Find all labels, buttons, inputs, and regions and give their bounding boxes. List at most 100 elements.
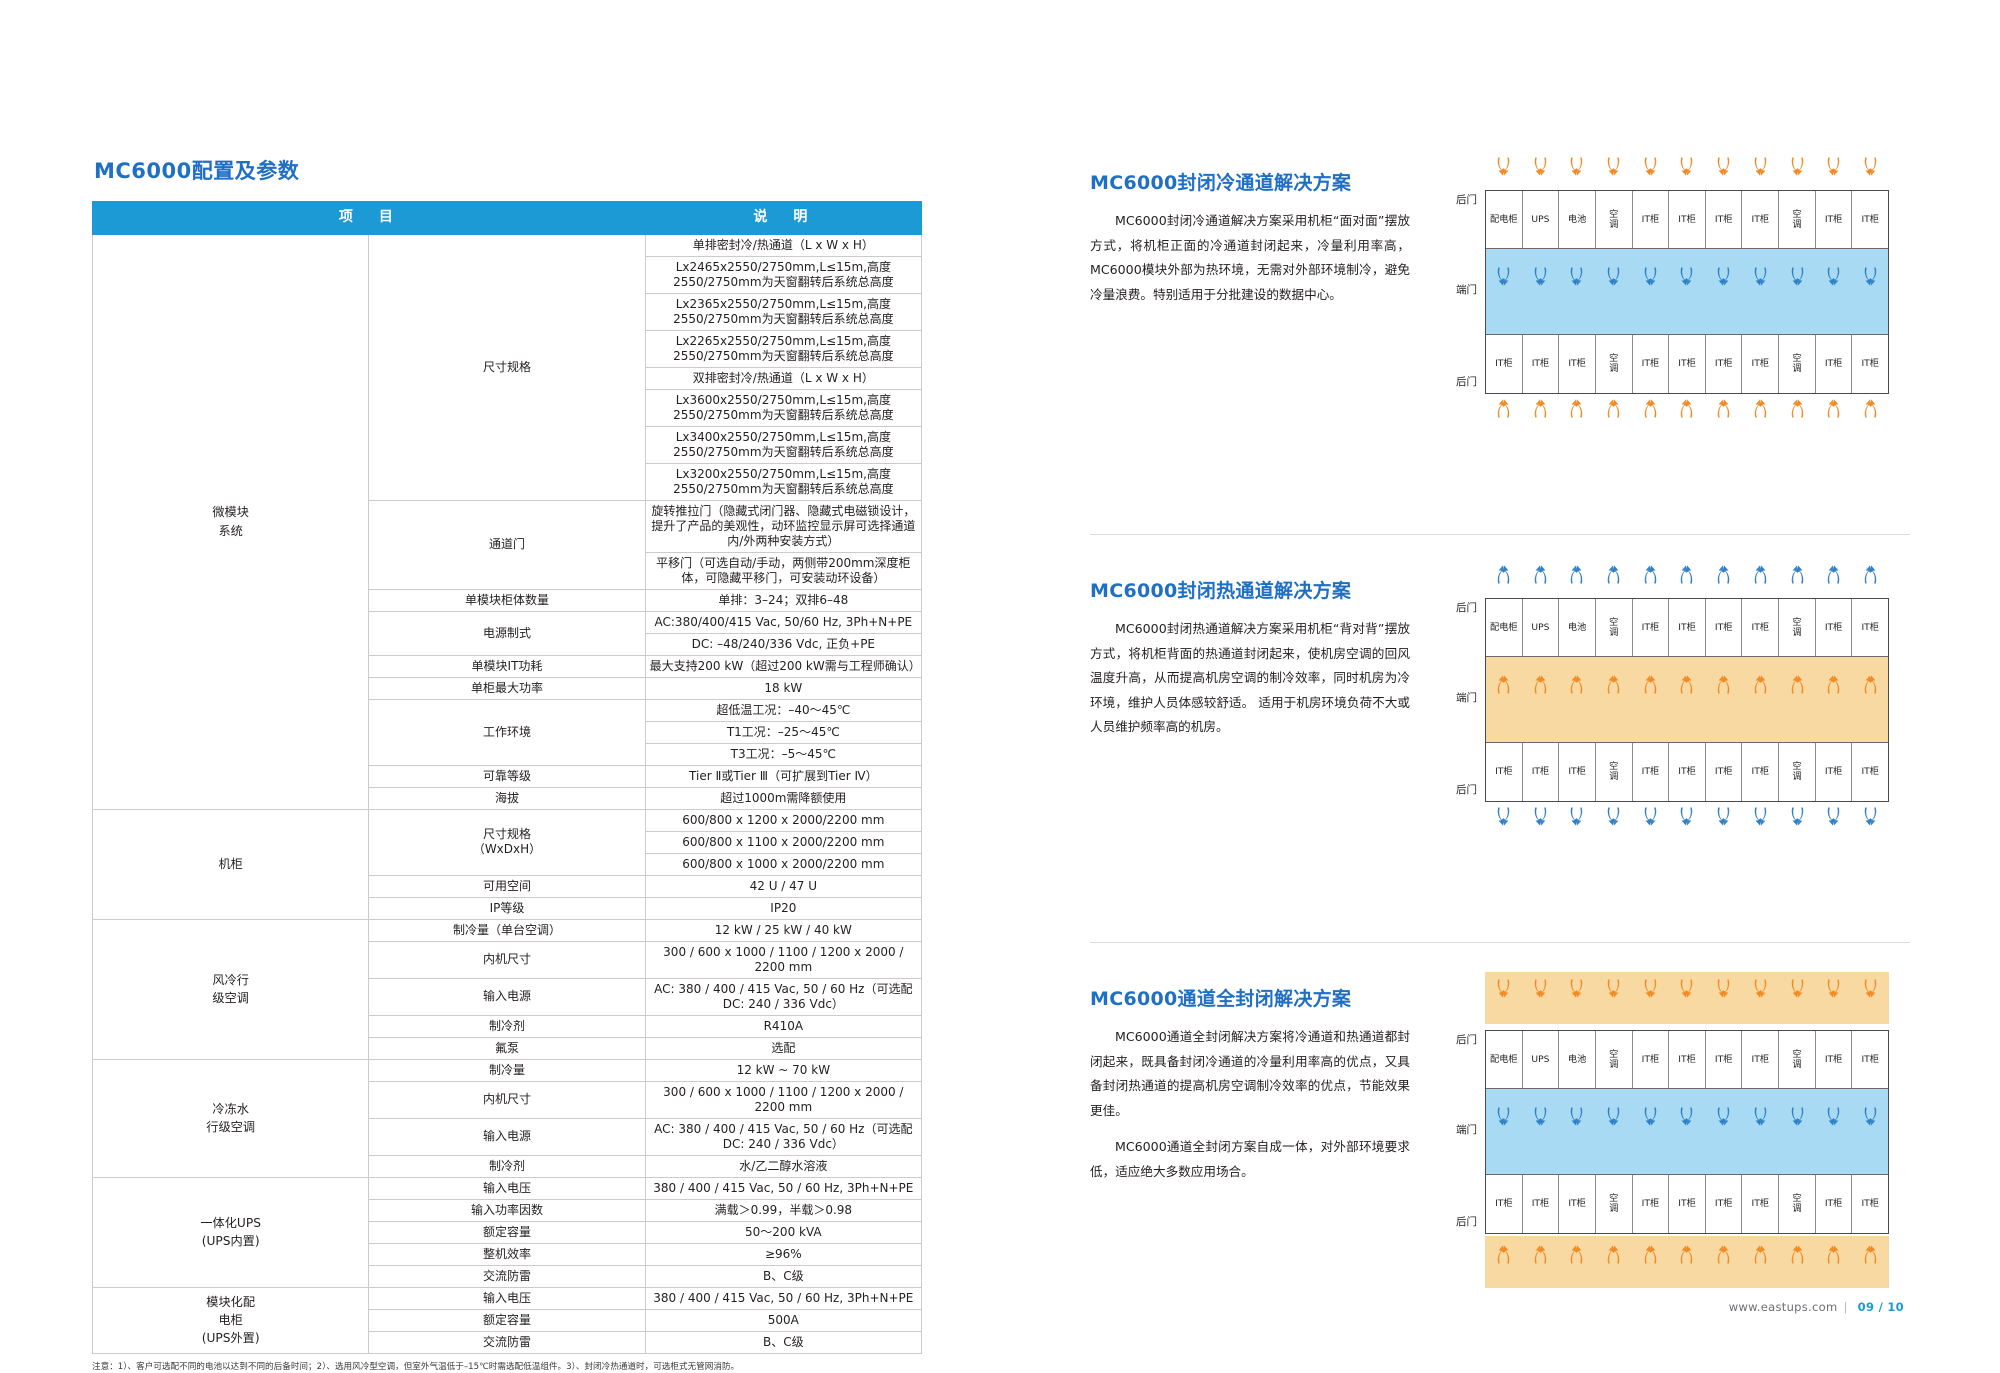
spec-item-label: 单柜最大功率: [369, 677, 645, 699]
airflow-arrow-icon: [1568, 564, 1585, 585]
spec-group-label: 微模块系统: [93, 234, 369, 809]
spec-item-label: 输入功率因数: [369, 1199, 645, 1221]
solution-description: MC6000封闭热通道解决方案采用机柜“背对背”摆放方式，将机柜背面的热通道封闭…: [1090, 617, 1410, 740]
spec-item-label: 额定容量: [369, 1221, 645, 1243]
spec-value: 18 kW: [645, 677, 921, 699]
airflow-arrow-icon: [1678, 156, 1695, 177]
airflow-arrow-icon: [1605, 564, 1622, 585]
rack-cell: IT柜: [1486, 743, 1523, 801]
spec-group-label: 一体化UPS(UPS内置): [93, 1177, 369, 1287]
rack-cell: 空调: [1779, 599, 1816, 656]
spec-value: DC: –48/240/336 Vdc, 正负+PE: [645, 633, 921, 655]
airflow-arrow-icon: [1715, 978, 1732, 999]
airflow-arrow-icon: [1715, 156, 1732, 177]
spec-item-label: 交流防雷: [369, 1331, 645, 1353]
airflow-arrow-icon: [1752, 564, 1769, 585]
spec-value: 满载＞0.99，半载＞0.98: [645, 1199, 921, 1221]
spec-value: AC: 380 / 400 / 415 Vac, 50 / 60 Hz（可选配D…: [645, 978, 921, 1015]
spec-item-label: 尺寸规格: [369, 234, 645, 500]
rack-cell: IT柜: [1742, 1031, 1779, 1088]
spec-item-label: 输入电源: [369, 978, 645, 1015]
airflow-arrow-icon: [1678, 978, 1695, 999]
rack-cell: IT柜: [1633, 335, 1670, 393]
rack-cell: IT柜: [1852, 191, 1888, 248]
airflow-arrow-icon: [1568, 398, 1585, 419]
airflow-arrow-icon: [1715, 564, 1732, 585]
airflow-arrow-icon: [1862, 1106, 1879, 1127]
airflow-arrow-icon: [1495, 266, 1512, 287]
page-title: MC6000配置及参数: [94, 155, 922, 185]
diagram-label-bottom: 后门: [1435, 782, 1477, 797]
airflow-arrow-icon: [1642, 564, 1659, 585]
spec-item-label: 制冷剂: [369, 1015, 645, 1037]
airflow-arrow-icon: [1532, 156, 1549, 177]
rack-cell: 电池: [1559, 191, 1596, 248]
spec-value: R410A: [645, 1015, 921, 1037]
section-divider: [1090, 942, 1910, 943]
airflow-arrow-icon: [1789, 1106, 1806, 1127]
solution-paragraph: MC6000通道全封闭解决方案将冷通道和热通道都封闭起来，既具备封闭冷通道的冷量…: [1090, 1025, 1410, 1123]
rack-cell: IT柜: [1706, 1031, 1743, 1088]
solution-paragraph: MC6000封闭热通道解决方案采用机柜“背对背”摆放方式，将机柜背面的热通道封闭…: [1090, 617, 1410, 740]
rack-cell: IT柜: [1816, 1031, 1853, 1088]
airflow-arrow-icon: [1495, 978, 1512, 999]
airflow-arrow-icon: [1862, 156, 1879, 177]
airflow-arrow-icon: [1752, 978, 1769, 999]
spec-value: 选配: [645, 1037, 921, 1059]
spec-item-label: 单模块柜体数量: [369, 589, 645, 611]
airflow-arrow-icon: [1642, 1244, 1659, 1265]
airflow-arrow-icon: [1568, 674, 1585, 695]
spec-value: AC: 380 / 400 / 415 Vac, 50 / 60 Hz（可选配D…: [645, 1118, 921, 1155]
diagram-label-bottom: 后门: [1435, 1214, 1477, 1229]
airflow-arrow-icon: [1642, 156, 1659, 177]
rack-cell: IT柜: [1742, 1175, 1779, 1233]
airflow-arrow-icon: [1642, 1106, 1659, 1127]
rack-cell: 空调: [1779, 743, 1816, 801]
rack-cell: IT柜: [1816, 335, 1853, 393]
spec-group-label: 模块化配电柜(UPS外置): [93, 1287, 369, 1353]
spec-value: 50～200 kVA: [645, 1221, 921, 1243]
rack-cell: 空调: [1779, 1175, 1816, 1233]
spec-value: 380 / 400 / 415 Vac, 50 / 60 Hz, 3Ph+N+P…: [645, 1177, 921, 1199]
airflow-arrow-icon: [1678, 1244, 1695, 1265]
airflow-arrow-icon: [1495, 564, 1512, 585]
airflow-arrow-icon: [1789, 398, 1806, 419]
spec-value: Lx2465x2550/2750mm,L≤15m,高度2550/2750mm为天…: [645, 256, 921, 293]
rack-cell: IT柜: [1486, 335, 1523, 393]
airflow-arrow-icon: [1825, 156, 1842, 177]
rack-cell: IT柜: [1852, 599, 1888, 656]
spec-item-label: 输入电压: [369, 1287, 645, 1309]
spec-value: 平移门（可选自动/手动，两侧带200mm深度柜体，可隐藏平移门，可安装动环设备）: [645, 552, 921, 589]
airflow-arrow-icon: [1605, 1244, 1622, 1265]
airflow-arrow-icon: [1532, 398, 1549, 419]
airflow-arrow-icon: [1752, 1106, 1769, 1127]
spec-value: 水/乙二醇水溶液: [645, 1155, 921, 1177]
spec-value: Lx3400x2550/2750mm,L≤15m,高度2550/2750mm为天…: [645, 426, 921, 463]
diagram-label-top: 后门: [1435, 192, 1477, 207]
spec-item-label: IP等级: [369, 897, 645, 919]
spec-value: 12 kW ~ 70 kW: [645, 1059, 921, 1081]
rack-cell: 配电柜: [1486, 191, 1523, 248]
spec-value: 42 U / 47 U: [645, 875, 921, 897]
airflow-arrow-icon: [1678, 266, 1695, 287]
airflow-arrow-icon: [1532, 1244, 1549, 1265]
airflow-arrow-icon: [1568, 1244, 1585, 1265]
spec-value: Lx2265x2550/2750mm,L≤15m,高度2550/2750mm为天…: [645, 330, 921, 367]
airflow-arrow-icon: [1495, 1244, 1512, 1265]
airflow-arrow-icon: [1642, 398, 1659, 419]
rack-cell: IT柜: [1486, 1175, 1523, 1233]
rack-cell: 空调: [1596, 599, 1633, 656]
airflow-arrow-row: [1485, 978, 1889, 999]
airflow-arrow-icon: [1862, 398, 1879, 419]
footer-website[interactable]: www.eastups.com: [1729, 1300, 1838, 1314]
spec-value: T3工况：–5～45℃: [645, 743, 921, 765]
rack-cell: UPS: [1523, 599, 1560, 656]
spec-item-label: 输入电源: [369, 1118, 645, 1155]
airflow-arrow-icon: [1715, 806, 1732, 827]
airflow-arrow-icon: [1752, 1244, 1769, 1265]
